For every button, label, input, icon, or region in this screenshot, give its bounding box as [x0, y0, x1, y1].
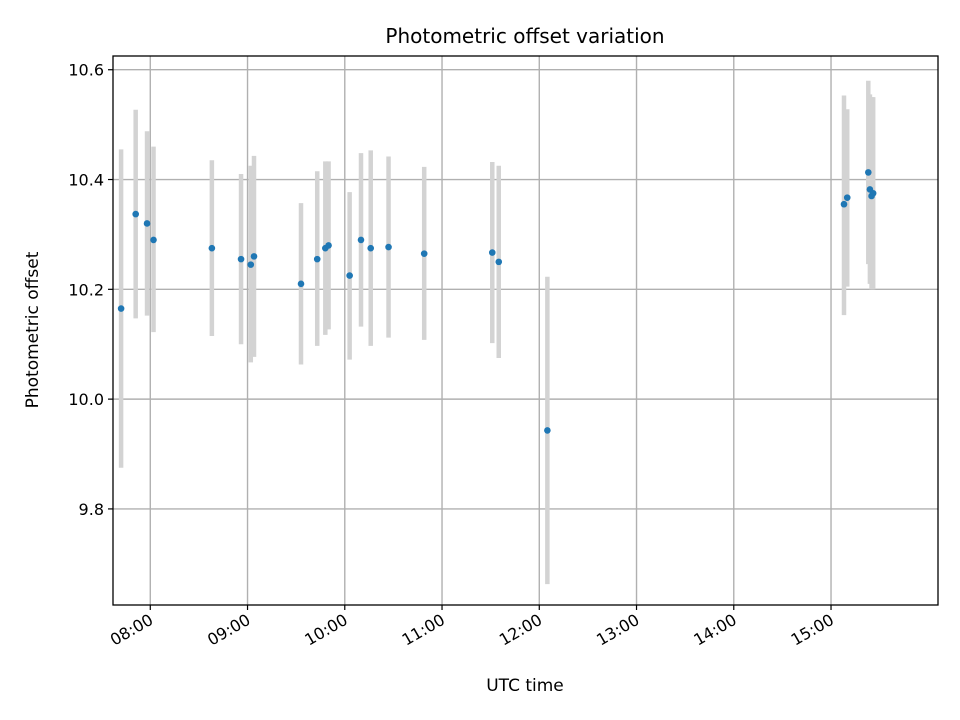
x-tick-label: 13:00	[593, 610, 642, 650]
data-point	[420, 250, 428, 257]
data-point	[150, 236, 157, 244]
data-point	[143, 220, 151, 227]
x-tick-label: 12:00	[496, 610, 545, 650]
data-point	[237, 255, 245, 263]
data-point	[367, 244, 375, 252]
data-point	[843, 194, 851, 201]
y-tick-label: 10.0	[68, 390, 104, 409]
x-axis-ticks: 08:00 09:00 10:00 11:00 12:00 13:00 14:00 15:00	[107, 605, 837, 650]
data-point	[840, 200, 848, 208]
chart-title: Photometric offset variation	[385, 24, 664, 48]
data-point	[250, 253, 258, 260]
y-tick-label: 10.6	[68, 61, 104, 80]
data-point	[117, 305, 125, 312]
data-point	[869, 189, 877, 197]
data-point	[544, 427, 551, 434]
data-point	[357, 236, 365, 244]
x-axis-title: UTC time	[486, 676, 564, 696]
data-points	[117, 169, 877, 434]
y-tick-label: 10.2	[68, 280, 104, 299]
x-tick-label: 15:00	[788, 610, 837, 650]
data-point	[488, 249, 496, 256]
data-point	[325, 242, 332, 249]
data-point	[346, 272, 353, 279]
grid	[113, 56, 938, 605]
y-axis-title: Photometric offset	[23, 251, 43, 408]
x-tick-label: 08:00	[107, 610, 156, 650]
data-point	[495, 258, 503, 266]
data-point	[297, 280, 305, 288]
data-point	[247, 261, 255, 268]
data-point	[313, 255, 321, 263]
data-point	[865, 169, 872, 176]
x-tick-label: 11:00	[399, 610, 448, 650]
y-tick-label: 9.8	[79, 500, 104, 519]
data-point	[132, 210, 139, 218]
plot-frame	[112, 55, 939, 606]
x-tick-label: 10:00	[301, 610, 350, 650]
data-point	[385, 243, 392, 251]
data-point	[208, 244, 216, 252]
y-axis-ticks: 9.8 10.0 10.2 10.4 10.6	[68, 61, 113, 519]
x-tick-label: 09:00	[204, 610, 253, 650]
y-tick-label: 10.4	[68, 171, 104, 190]
x-tick-label: 14:00	[690, 610, 739, 650]
